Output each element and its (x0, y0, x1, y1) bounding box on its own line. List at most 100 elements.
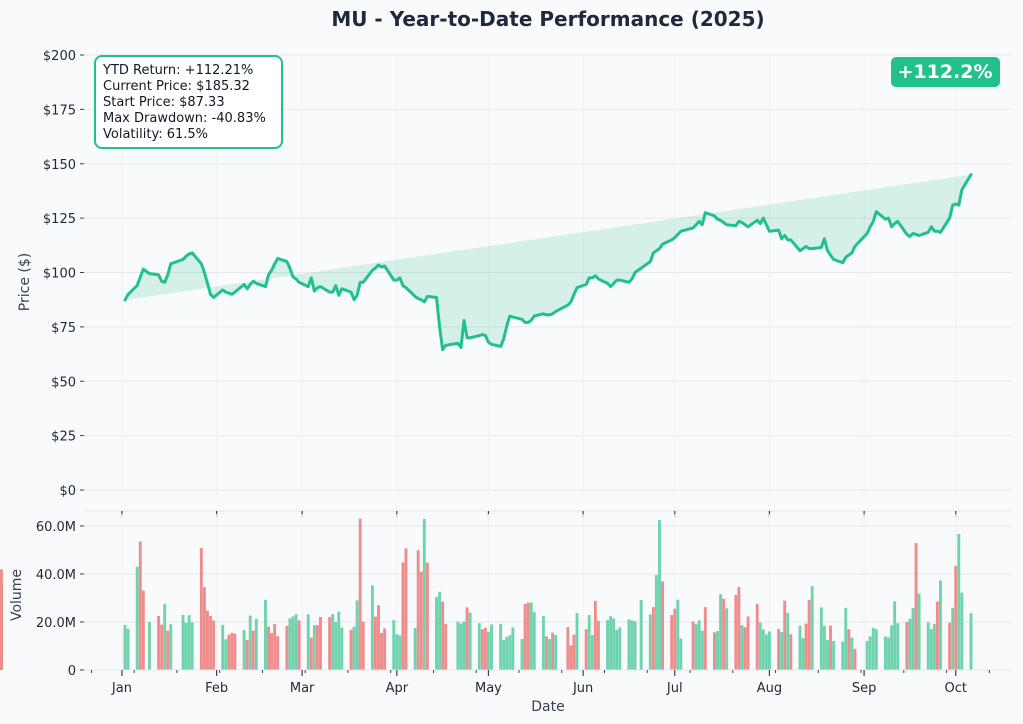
volume-bar (935, 601, 939, 670)
stats-max-drawdown: Max Drawdown: -40.83% (103, 111, 266, 126)
volume-bar (273, 624, 277, 670)
volume-bar (224, 639, 228, 670)
volume-bar (801, 638, 805, 670)
volume-bar (184, 622, 188, 670)
volume-bar (358, 518, 362, 670)
volume-bar (887, 637, 890, 670)
volume-bar (486, 631, 490, 670)
volume-bar (227, 634, 231, 670)
volume-bar (755, 603, 759, 670)
volume-x-tick-label: Jun (572, 681, 593, 696)
volume-bar (297, 620, 301, 670)
volume-bar (267, 626, 270, 670)
volume-bar (187, 615, 191, 670)
volume-bar (670, 615, 674, 670)
volume-bar (575, 613, 579, 670)
price-y-tick-label: $200 (43, 49, 76, 64)
volume-bar (911, 608, 915, 670)
volume-bar (157, 616, 161, 670)
volume-bar (648, 614, 652, 670)
volume-bar (587, 615, 591, 670)
volume-x-tick-label: Sep (852, 681, 877, 696)
volume-x-axis-title: Date (531, 699, 564, 715)
volume-bar (505, 636, 509, 670)
volume-bar (874, 629, 878, 670)
volume-bar (609, 616, 613, 670)
volume-bar (349, 629, 353, 670)
volume-bar (615, 629, 619, 670)
volume-bar (361, 621, 365, 670)
volume-bar (340, 627, 344, 670)
volume-bar (700, 630, 704, 670)
volume-bar (954, 565, 958, 670)
volume-bar (804, 623, 808, 670)
volume-bar (490, 624, 493, 670)
volume-bar (123, 624, 127, 670)
volume-bar (914, 543, 918, 670)
volume-bar (0, 623, 3, 670)
volume-bar (373, 616, 377, 670)
volume-bar (969, 613, 973, 670)
volume-bars (0, 518, 973, 670)
volume-y-axis: 0 20.0M 40.0M 60.0M (36, 520, 84, 679)
volume-panel: 0 20.0M 40.0M 60.0M Jan Feb Mar Apr May Jun Jul Au… (0, 514, 1012, 715)
volume-x-tick-label: Jan (111, 681, 132, 696)
volume-bar (661, 581, 664, 670)
volume-bar (758, 622, 762, 670)
volume-bar (160, 624, 164, 670)
volume-y-tick-label: 20.0M (36, 616, 76, 631)
volume-bar (639, 599, 643, 670)
volume-bar (331, 614, 335, 670)
volume-bar (618, 627, 622, 670)
volume-bar (377, 605, 380, 670)
volume-bar (761, 629, 765, 670)
volume-bar (908, 618, 912, 670)
volume-bar (847, 629, 851, 670)
volume-bar (398, 635, 402, 670)
return-badge-label: +112.2% (897, 61, 992, 83)
volume-bar (135, 566, 139, 670)
volume-bar (569, 645, 573, 670)
price-y-tick-label: $150 (43, 158, 76, 173)
price-y-tick-label: $25 (51, 430, 76, 445)
volume-bar (703, 607, 707, 670)
volume-bar (829, 625, 832, 670)
volume-bar (545, 636, 548, 670)
price-y-tick-label: $125 (43, 212, 76, 227)
volume-bar (627, 619, 631, 670)
volume-bar (425, 562, 429, 670)
volume-bar (826, 640, 829, 670)
volume-bar (722, 598, 726, 670)
volume-bar (654, 574, 658, 670)
volume-bar (523, 604, 527, 670)
volume-bar (926, 622, 930, 670)
volume-bar (929, 628, 933, 670)
volume-bar (798, 625, 802, 670)
volume-bar (676, 599, 680, 670)
stats-box-frame (94, 55, 283, 149)
volume-bar (248, 615, 252, 670)
price-y-tick-label: $50 (51, 375, 76, 390)
stats-volatility: Volatility: 61.5% (103, 127, 208, 142)
volume-bar (865, 640, 869, 670)
volume-bar (138, 541, 142, 670)
volume-bar (743, 627, 747, 670)
volume-bar (422, 519, 426, 670)
volume-x-tick-label: Oct (944, 681, 966, 696)
volume-bar (948, 622, 952, 670)
volume-bar (810, 586, 814, 670)
volume-bar (270, 633, 274, 670)
volume-bar (483, 627, 487, 670)
volume-x-tick-label: May (475, 681, 502, 696)
volume-bar (612, 618, 616, 670)
volume-bar (456, 621, 460, 670)
volume-bar (737, 586, 741, 670)
volume-bar (679, 638, 683, 670)
volume-bar (541, 616, 545, 670)
volume-y-tick-label: 60.0M (36, 520, 76, 535)
volume-bar (404, 548, 408, 670)
volume-x-axis: Jan Feb Mar Apr May Jun Jul Aug Sep Oct (90, 670, 990, 696)
volume-x-tick-label: Apr (386, 681, 409, 696)
volume-bar (764, 634, 768, 670)
